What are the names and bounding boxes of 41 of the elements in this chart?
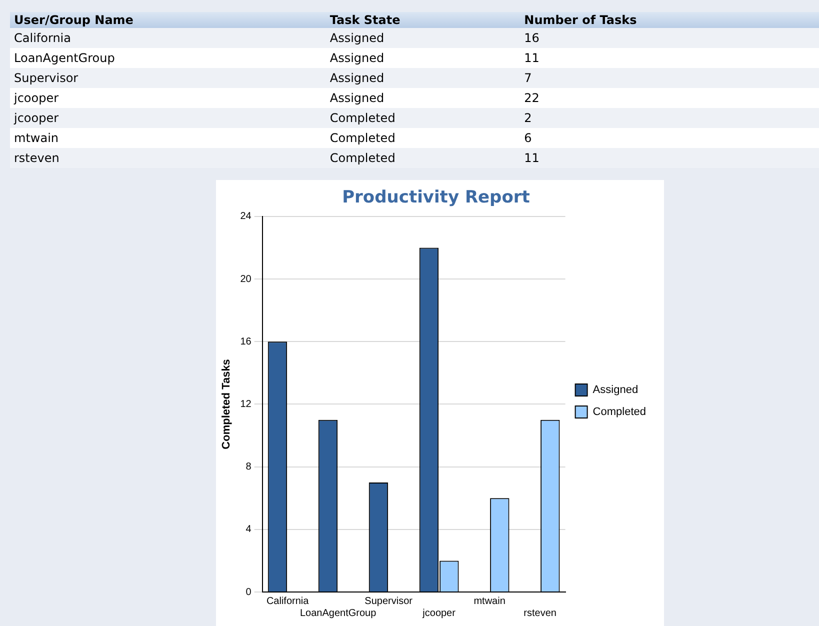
- text: Completed: [326, 128, 520, 148]
- text: California: [10, 28, 326, 48]
- text: User/Group Name: [10, 12, 326, 28]
- text: 6: [520, 128, 819, 148]
- x-tick-label: mtwain: [474, 596, 506, 607]
- text: Completed: [326, 108, 520, 128]
- text: 11: [520, 48, 819, 68]
- y-axis-title: Completed Tasks: [220, 359, 233, 450]
- x-tick-label: rsteven: [524, 608, 556, 619]
- chart-title: Productivity Report: [342, 188, 530, 208]
- text: 2: [520, 108, 819, 128]
- y-tick-label: 12: [240, 398, 252, 410]
- y-tick-label: 16: [240, 336, 252, 348]
- text: 7: [520, 68, 819, 88]
- text: Number of Tasks: [520, 12, 819, 28]
- x-tick-label: California: [266, 596, 310, 607]
- text: Assigned: [326, 88, 520, 108]
- text: Assigned: [326, 68, 520, 88]
- text: 16: [520, 28, 819, 48]
- x-tick-label: jcooper: [422, 608, 456, 619]
- text: LoanAgentGroup: [10, 48, 326, 68]
- text: Assigned: [326, 48, 520, 68]
- text: jcooper: [10, 108, 326, 128]
- x-tick-label: LoanAgentGroup: [300, 608, 377, 619]
- legend-label: Completed: [592, 406, 646, 418]
- text: jcooper: [10, 88, 326, 108]
- text: rsteven: [10, 148, 326, 168]
- y-tick-label: 0: [246, 586, 252, 598]
- text: Completed: [326, 148, 520, 168]
- legend-label: Assigned: [592, 384, 638, 396]
- text: mtwain: [10, 128, 326, 148]
- y-tick-label: 20: [240, 274, 252, 285]
- text: Assigned: [326, 28, 520, 48]
- y-tick-label: 24: [240, 211, 252, 222]
- text: Supervisor: [10, 68, 326, 88]
- text: Task State: [326, 12, 520, 28]
- text: 22: [520, 88, 819, 108]
- y-tick-label: 4: [246, 524, 252, 536]
- x-tick-label: Supervisor: [364, 596, 414, 607]
- y-tick-label: 8: [246, 462, 252, 473]
- text: 11: [520, 148, 819, 168]
